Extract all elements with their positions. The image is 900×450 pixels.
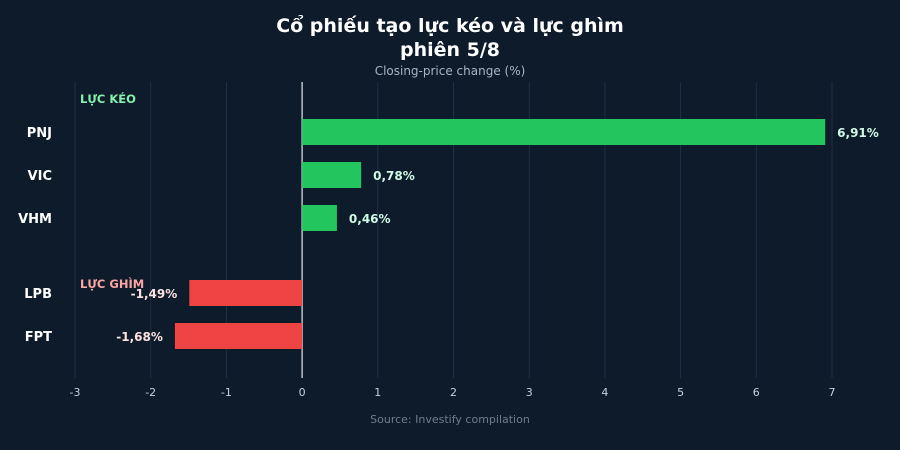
category-label: PNJ bbox=[27, 126, 52, 141]
x-tick-label: 7 bbox=[829, 386, 836, 399]
category-label: VHM bbox=[18, 212, 52, 227]
category-label: VIC bbox=[28, 169, 52, 184]
data-label: 0,78% bbox=[373, 169, 415, 183]
x-tick-label: -1 bbox=[221, 386, 232, 399]
data-label: -1,49% bbox=[131, 287, 178, 301]
x-tick-label: 6 bbox=[753, 386, 760, 399]
data-label: 0,46% bbox=[349, 212, 391, 226]
bar bbox=[189, 280, 303, 306]
x-tick-label: 5 bbox=[677, 386, 684, 399]
category-label: LPB bbox=[24, 287, 52, 302]
group-label: LỰC GHÌM bbox=[80, 276, 144, 291]
x-tick-label: 0 bbox=[299, 386, 306, 399]
chart-title-line-2: phiên 5/8 bbox=[399, 39, 501, 61]
x-tick-label: 4 bbox=[601, 386, 608, 399]
data-label: 6,91% bbox=[837, 126, 879, 140]
chart-title: Cổ phiếu tạo lực kéo và lực ghìm phiên 5… bbox=[0, 14, 900, 62]
data-label: -1,68% bbox=[116, 330, 163, 344]
category-label: FPT bbox=[25, 330, 52, 345]
bar bbox=[174, 323, 303, 349]
x-tick-label: -2 bbox=[145, 386, 156, 399]
chart-subtitle: Closing-price change (%) bbox=[374, 64, 526, 78]
bar bbox=[302, 205, 337, 231]
x-tick-label: 2 bbox=[450, 386, 457, 399]
x-tick-label: 3 bbox=[526, 386, 533, 399]
chart-title-line-1: Cổ phiếu tạo lực kéo và lực ghìm bbox=[276, 15, 624, 37]
group-label: LỰC KÉO bbox=[80, 91, 136, 106]
x-tick-label: 1 bbox=[374, 386, 381, 399]
source-note: Source: Investify compilation bbox=[370, 413, 530, 426]
x-tick-label: -3 bbox=[70, 386, 81, 399]
bar bbox=[302, 119, 826, 145]
bar bbox=[302, 162, 362, 188]
